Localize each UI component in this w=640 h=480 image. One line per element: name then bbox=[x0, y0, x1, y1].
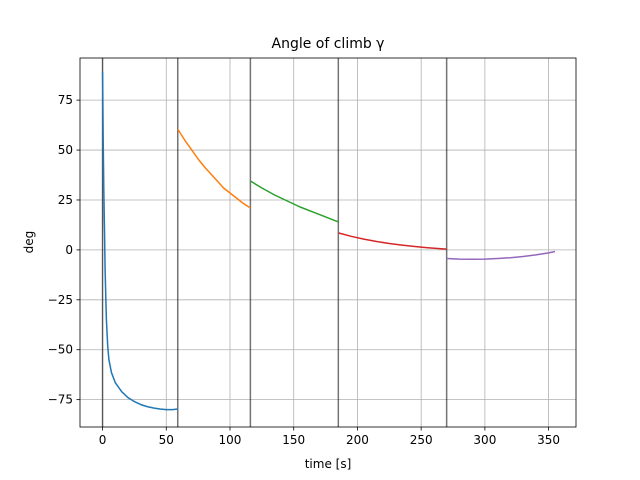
x-tick-label: 0 bbox=[99, 433, 107, 447]
x-tick-label: 200 bbox=[346, 433, 369, 447]
series-layer bbox=[101, 72, 556, 411]
grid-layer bbox=[80, 58, 576, 427]
y-tick-label: 0 bbox=[65, 243, 73, 257]
plot-frame bbox=[79, 57, 577, 428]
x-tick-label: 250 bbox=[410, 433, 433, 447]
phase-boundary-lines bbox=[101, 58, 448, 427]
series-line-3 bbox=[250, 180, 339, 223]
chart-title: Angle of climb γ bbox=[272, 36, 385, 52]
y-tick-label: 50 bbox=[58, 143, 73, 157]
x-tick-label: 100 bbox=[219, 433, 242, 447]
y-tick-label: 75 bbox=[58, 93, 73, 107]
x-tick-label: 350 bbox=[537, 433, 560, 447]
y-axis-ticks: −75 −50 −25 0 25 50 75 bbox=[48, 93, 80, 407]
x-axis-ticks: 0 50 100 150 200 250 300 350 bbox=[99, 427, 560, 447]
x-tick-label: 50 bbox=[159, 433, 174, 447]
series-line-1 bbox=[101, 72, 178, 411]
y-tick-label: −75 bbox=[48, 393, 73, 407]
x-tick-label: 150 bbox=[282, 433, 305, 447]
x-axis-label: time [s] bbox=[305, 457, 352, 471]
y-tick-label: −50 bbox=[48, 343, 73, 357]
series-line-2 bbox=[177, 128, 251, 209]
y-axis-label: deg bbox=[22, 231, 36, 254]
y-tick-label: 25 bbox=[58, 193, 73, 207]
series-line-4 bbox=[338, 232, 447, 250]
series-line-5 bbox=[446, 250, 556, 261]
x-tick-label: 300 bbox=[473, 433, 496, 447]
y-tick-label: −25 bbox=[48, 293, 73, 307]
